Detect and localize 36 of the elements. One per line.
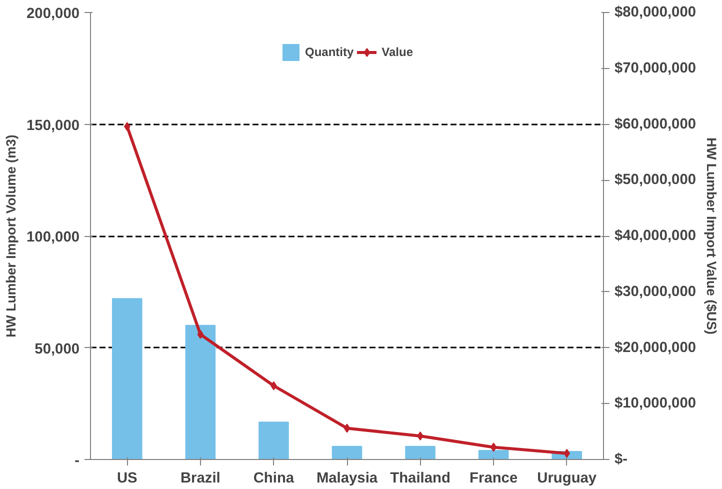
y2-tick-label: $60,000,000 (614, 116, 696, 132)
legend-label: Value (382, 45, 414, 59)
y2-tick-label: $- (614, 452, 628, 468)
y-tick-label: - (74, 453, 80, 469)
y2-tick-label: $80,000,000 (614, 4, 696, 20)
y2-tick-label: $40,000,000 (614, 228, 696, 244)
x-tick-label: Brazil (180, 470, 220, 486)
y-tick-label: 50,000 (34, 341, 80, 358)
x-tick-label: Malaysia (316, 470, 378, 486)
legend-label: Quantity (304, 45, 354, 59)
y2-tick-label: $10,000,000 (614, 396, 696, 412)
x-tick-label: Thailand (390, 470, 450, 486)
y2-axis-title: HW Lumber Import Value ($US) (704, 138, 720, 334)
bar (478, 450, 509, 460)
x-tick-label: China (253, 470, 295, 486)
y2-tick-label: $50,000,000 (614, 172, 696, 188)
bar (405, 446, 436, 460)
point (564, 448, 570, 458)
point (490, 442, 497, 452)
bar (258, 422, 289, 460)
x-tick-label: Uruguay (537, 470, 598, 486)
point (124, 122, 130, 131)
y-tick-label: 200,000 (26, 6, 80, 22)
point (344, 424, 350, 433)
bar (332, 446, 362, 460)
bar (185, 324, 216, 460)
y-tick-label: 150,000 (26, 118, 80, 134)
y-axis-title: HW Lumber Import Volume (m3) (4, 134, 19, 338)
point (197, 330, 204, 339)
y-tick-label: 100,000 (26, 230, 80, 246)
y2-tick-label: $70,000,000 (614, 60, 696, 76)
y2-tick-label: $30,000,000 (614, 284, 696, 300)
bar (112, 298, 142, 460)
x-tick-label: France (470, 470, 518, 486)
y2-tick-label: $20,000,000 (614, 340, 696, 356)
x-tick-label: US (116, 470, 138, 486)
